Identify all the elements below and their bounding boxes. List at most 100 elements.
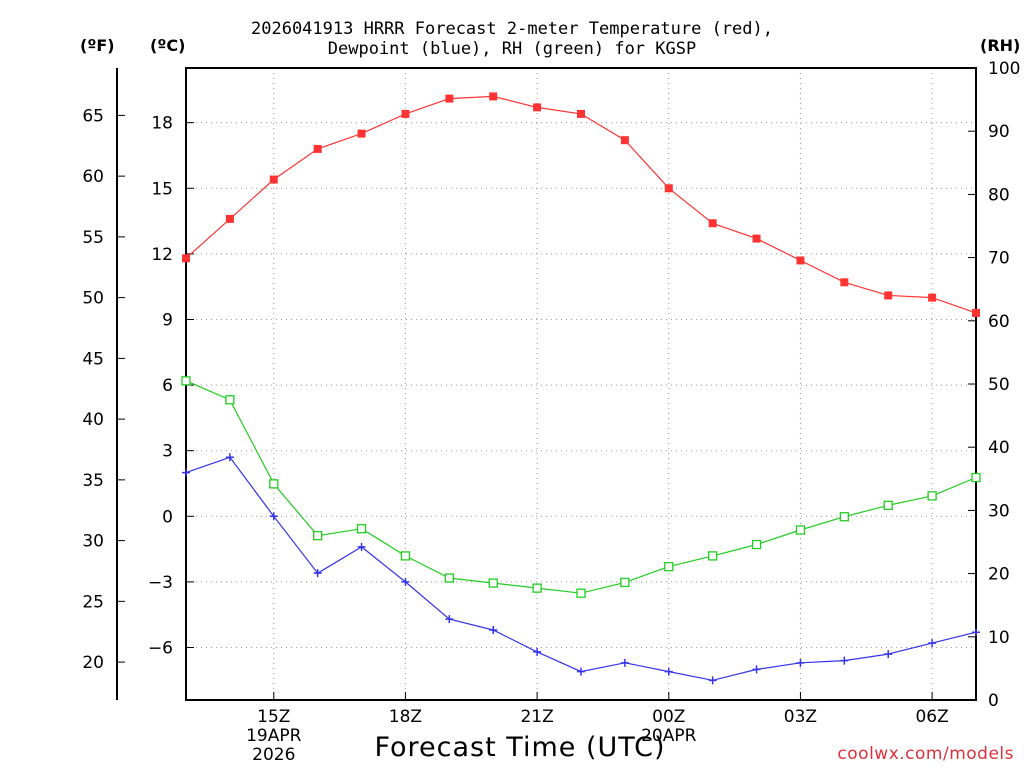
- series-dewpoint-point: [708, 676, 717, 685]
- rh-tick-label: 90: [988, 122, 1010, 142]
- series-rh-point: [795, 525, 806, 535]
- series-rh-point: [576, 588, 586, 598]
- x-tick-label: 20APR: [641, 726, 697, 746]
- fahrenheit-tick-label: 25: [82, 592, 104, 612]
- celsius-tick-label: 18: [151, 114, 173, 134]
- series-rh-point: [532, 583, 542, 593]
- x-tick-label: 21Z: [520, 707, 553, 727]
- rh-tick-label: 70: [988, 249, 1010, 269]
- series-dewpoint-point: [445, 615, 454, 624]
- series-rh-point: [927, 491, 937, 501]
- series-temperature-point: [445, 94, 454, 103]
- fahrenheit-tick-label: 30: [82, 532, 104, 552]
- series-dewpoint-point: [489, 626, 498, 635]
- fahrenheit-tick-label: 45: [82, 349, 104, 369]
- series-dewpoint-point: [357, 542, 366, 551]
- celsius-tick-label: 15: [151, 179, 173, 199]
- x-tick-label: 00Z: [652, 707, 685, 727]
- series-rh-point: [839, 512, 849, 522]
- fahrenheit-tick-label: 60: [82, 167, 104, 187]
- series-rh-point: [664, 561, 674, 572]
- rh-tick-label: 50: [988, 375, 1010, 395]
- series-dewpoint-point: [401, 577, 410, 586]
- celsius-tick-label: 0: [162, 507, 173, 527]
- series-temperature-point: [357, 129, 366, 138]
- series-temperature-point: [489, 92, 498, 101]
- series-dewpoint-point: [313, 569, 322, 578]
- chart-title-line1: 2026041913 HRRR Forecast 2-meter Tempera…: [251, 19, 773, 39]
- fahrenheit-tick-label: 40: [82, 410, 104, 430]
- series-dewpoint-point: [796, 658, 805, 667]
- series-temperature-point: [972, 308, 980, 317]
- x-tick-label: 2026: [252, 745, 295, 765]
- series-temperature-point: [840, 278, 849, 287]
- series-rh-point: [488, 578, 498, 588]
- series-rh-point: [971, 472, 981, 483]
- series-rh-point: [269, 479, 279, 489]
- x-tick-label: 15Z: [257, 707, 290, 727]
- series-rh-point: [444, 573, 454, 583]
- series-temperature-point: [796, 256, 805, 265]
- plot-frame: [185, 67, 977, 701]
- series-dewpoint-point: [840, 656, 849, 665]
- fahrenheit-unit-label: (ºF): [80, 36, 115, 55]
- x-tick-label: 18Z: [389, 707, 422, 727]
- series-dewpoint-point: [182, 468, 190, 477]
- celsius-tick-label: 3: [162, 442, 173, 462]
- series-temperature-point: [664, 184, 673, 193]
- source-credit: coolwx.com/models: [837, 744, 1014, 764]
- x-tick-label: 06Z: [915, 707, 948, 727]
- series-rh-point: [400, 551, 411, 561]
- celsius-tick-label: −6: [148, 639, 173, 659]
- series-temperature-point: [182, 254, 190, 263]
- rh-tick-label: 80: [988, 185, 1010, 205]
- series-dewpoint-point: [225, 453, 234, 462]
- series-rh-point: [225, 395, 235, 405]
- celsius-tick-label: 12: [151, 245, 173, 265]
- series-temperature-point: [708, 219, 717, 228]
- fahrenheit-tick-label: 65: [82, 106, 104, 126]
- fahrenheit-tick-label: 55: [82, 228, 104, 248]
- rh-tick-label: 100: [988, 59, 1020, 79]
- series-dewpoint-point: [884, 650, 893, 659]
- series-dewpoint-point: [269, 512, 278, 521]
- rh-tick-label: 0: [988, 691, 999, 711]
- series-temperature-point: [928, 293, 937, 302]
- series-temperature-point: [313, 144, 322, 153]
- rh-unit-label: (RH): [980, 36, 1021, 55]
- series-rh-point: [751, 539, 762, 550]
- series-temperature-line: [185, 95, 977, 314]
- series-rh-point: [181, 376, 191, 386]
- series-dewpoint-point: [533, 647, 542, 656]
- series-dewpoint-point: [928, 639, 937, 648]
- celsius-unit-label: (ºC): [150, 36, 186, 55]
- series-rh-point: [313, 531, 323, 541]
- rh-tick-label: 30: [988, 501, 1010, 521]
- series-dewpoint-point: [577, 667, 585, 676]
- series-rh-point: [708, 551, 718, 561]
- fahrenheit-tick-label: 35: [82, 471, 104, 491]
- chart-title-line2: Dewpoint (blue), RH (green) for KGSP: [327, 39, 697, 59]
- series-rh-point: [620, 577, 630, 588]
- series-temperature-point: [620, 136, 629, 145]
- series-dewpoint-point: [664, 667, 673, 676]
- series-dewpoint-point: [972, 628, 980, 637]
- rh-tick-label: 10: [988, 628, 1010, 648]
- rh-tick-label: 60: [988, 312, 1010, 332]
- rh-tick-label: 40: [988, 438, 1010, 458]
- series-temperature-point: [401, 109, 410, 118]
- series-dewpoint-point: [752, 665, 761, 674]
- series-temperature-point: [533, 103, 542, 112]
- celsius-tick-label: 6: [162, 376, 173, 396]
- fahrenheit-tick-label: 50: [82, 289, 104, 309]
- series-temperature-point: [577, 109, 585, 118]
- x-axis-label: Forecast Time (UTC): [374, 732, 666, 763]
- celsius-tick-label: −3: [148, 573, 173, 593]
- series-dewpoint-line: [185, 456, 977, 681]
- celsius-tick-label: 9: [162, 310, 173, 330]
- series-temperature-point: [884, 291, 893, 300]
- series-temperature-point: [752, 234, 761, 243]
- series-rh-point: [883, 500, 893, 510]
- x-tick-label: 03Z: [784, 707, 817, 727]
